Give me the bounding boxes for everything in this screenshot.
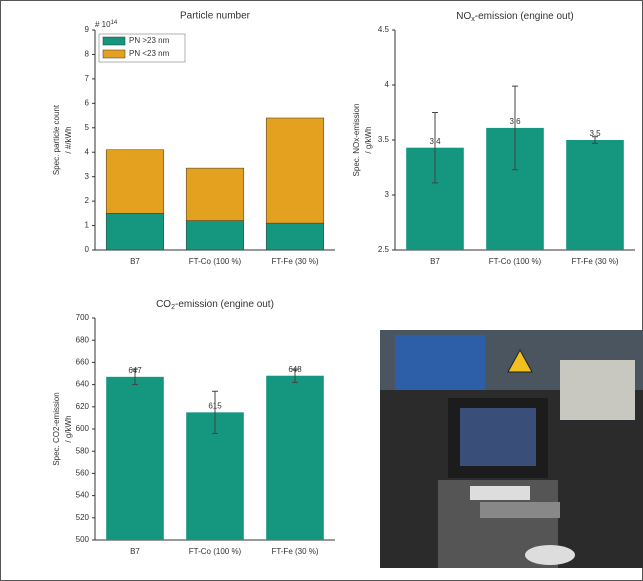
- x-tick-label: B7: [130, 547, 140, 556]
- y-tick-label: 4.5: [378, 25, 390, 34]
- y-axis-label: Spec. particle count: [52, 104, 61, 175]
- y-tick-label: 540: [76, 491, 90, 500]
- y-axis-label: Spec. NOx-emission: [352, 104, 361, 177]
- title-part: -emission (engine out): [475, 11, 574, 22]
- y-tick-label: 680: [76, 335, 90, 344]
- x-tick-label: FT-Co (100 %): [189, 547, 242, 556]
- x-tick-label: FT-Fe (30 %): [271, 257, 318, 266]
- y-axis-label: / g/kWh: [364, 126, 373, 153]
- bar-segment: [186, 221, 244, 250]
- y-tick-label: 700: [76, 313, 90, 322]
- bar-segment: [266, 223, 324, 250]
- x-tick-label: FT-Fe (30 %): [571, 257, 618, 266]
- y-axis-label: / g/kWh: [64, 415, 73, 442]
- bar-segment: [106, 213, 164, 250]
- multiplier-base: # 10: [95, 20, 111, 29]
- value-label: 3.6: [509, 117, 521, 126]
- y-tick-label: 580: [76, 446, 90, 455]
- y-tick-label: 600: [76, 424, 90, 433]
- bar: [566, 140, 624, 250]
- title-part: NO: [456, 11, 471, 22]
- figure: Particle number# 1014Spec. particle coun…: [0, 0, 643, 581]
- y-tick-label: 8: [85, 50, 90, 59]
- title-part: -emission (engine out): [175, 299, 274, 310]
- photo: [380, 330, 643, 568]
- y-tick-label: 0: [85, 245, 90, 254]
- y-axis-label: Spec. CO2-emission: [52, 392, 61, 465]
- y-tick-label: 660: [76, 358, 90, 367]
- y-tick-label: 520: [76, 513, 90, 522]
- y-tick-label: 7: [85, 74, 90, 83]
- bar-segment: [106, 150, 164, 214]
- y-tick-label: 9: [85, 25, 90, 34]
- bar: [266, 376, 324, 540]
- x-tick-label: FT-Co (100 %): [189, 257, 242, 266]
- legend-label: PN <23 nm: [129, 49, 170, 58]
- y-tick-label: 4: [385, 80, 390, 89]
- y-tick-label: 560: [76, 469, 90, 478]
- chart-title: Particle number: [180, 11, 251, 22]
- y-tick-label: 620: [76, 402, 90, 411]
- y-tick-label: 6: [85, 98, 90, 107]
- y-tick-label: 3: [385, 190, 390, 199]
- bar-segment: [266, 118, 324, 223]
- bar: [106, 377, 164, 540]
- x-tick-label: B7: [130, 257, 140, 266]
- y-tick-label: 3: [85, 172, 90, 181]
- legend-label: PN >23 nm: [129, 36, 170, 45]
- y-axis-label: / #/kWh: [64, 126, 73, 153]
- y-tick-label: 640: [76, 380, 90, 389]
- y-tick-label: 1: [85, 221, 90, 230]
- value-label: 3.4: [429, 137, 441, 146]
- x-tick-label: B7: [430, 257, 440, 266]
- legend-swatch: [103, 50, 125, 58]
- multiplier-exponent: 14: [111, 20, 118, 26]
- y-tick-label: 500: [76, 535, 90, 544]
- y-tick-label: 3.5: [378, 135, 390, 144]
- value-label: 3.5: [589, 129, 601, 138]
- bar-segment: [186, 168, 244, 221]
- y-tick-label: 5: [85, 123, 90, 132]
- legend-swatch: [103, 37, 125, 45]
- y-tick-label: 2: [85, 196, 90, 205]
- value-label: 615: [208, 401, 222, 410]
- value-label: 647: [128, 366, 142, 375]
- value-label: 648: [288, 365, 302, 374]
- title-part: CO: [156, 299, 171, 310]
- chart-title: NOx-emission (engine out): [456, 11, 573, 24]
- y-tick-label: 4: [85, 147, 90, 156]
- x-tick-label: FT-Fe (30 %): [271, 547, 318, 556]
- y-tick-label: 2.5: [378, 245, 390, 254]
- x-tick-label: FT-Co (100 %): [489, 257, 542, 266]
